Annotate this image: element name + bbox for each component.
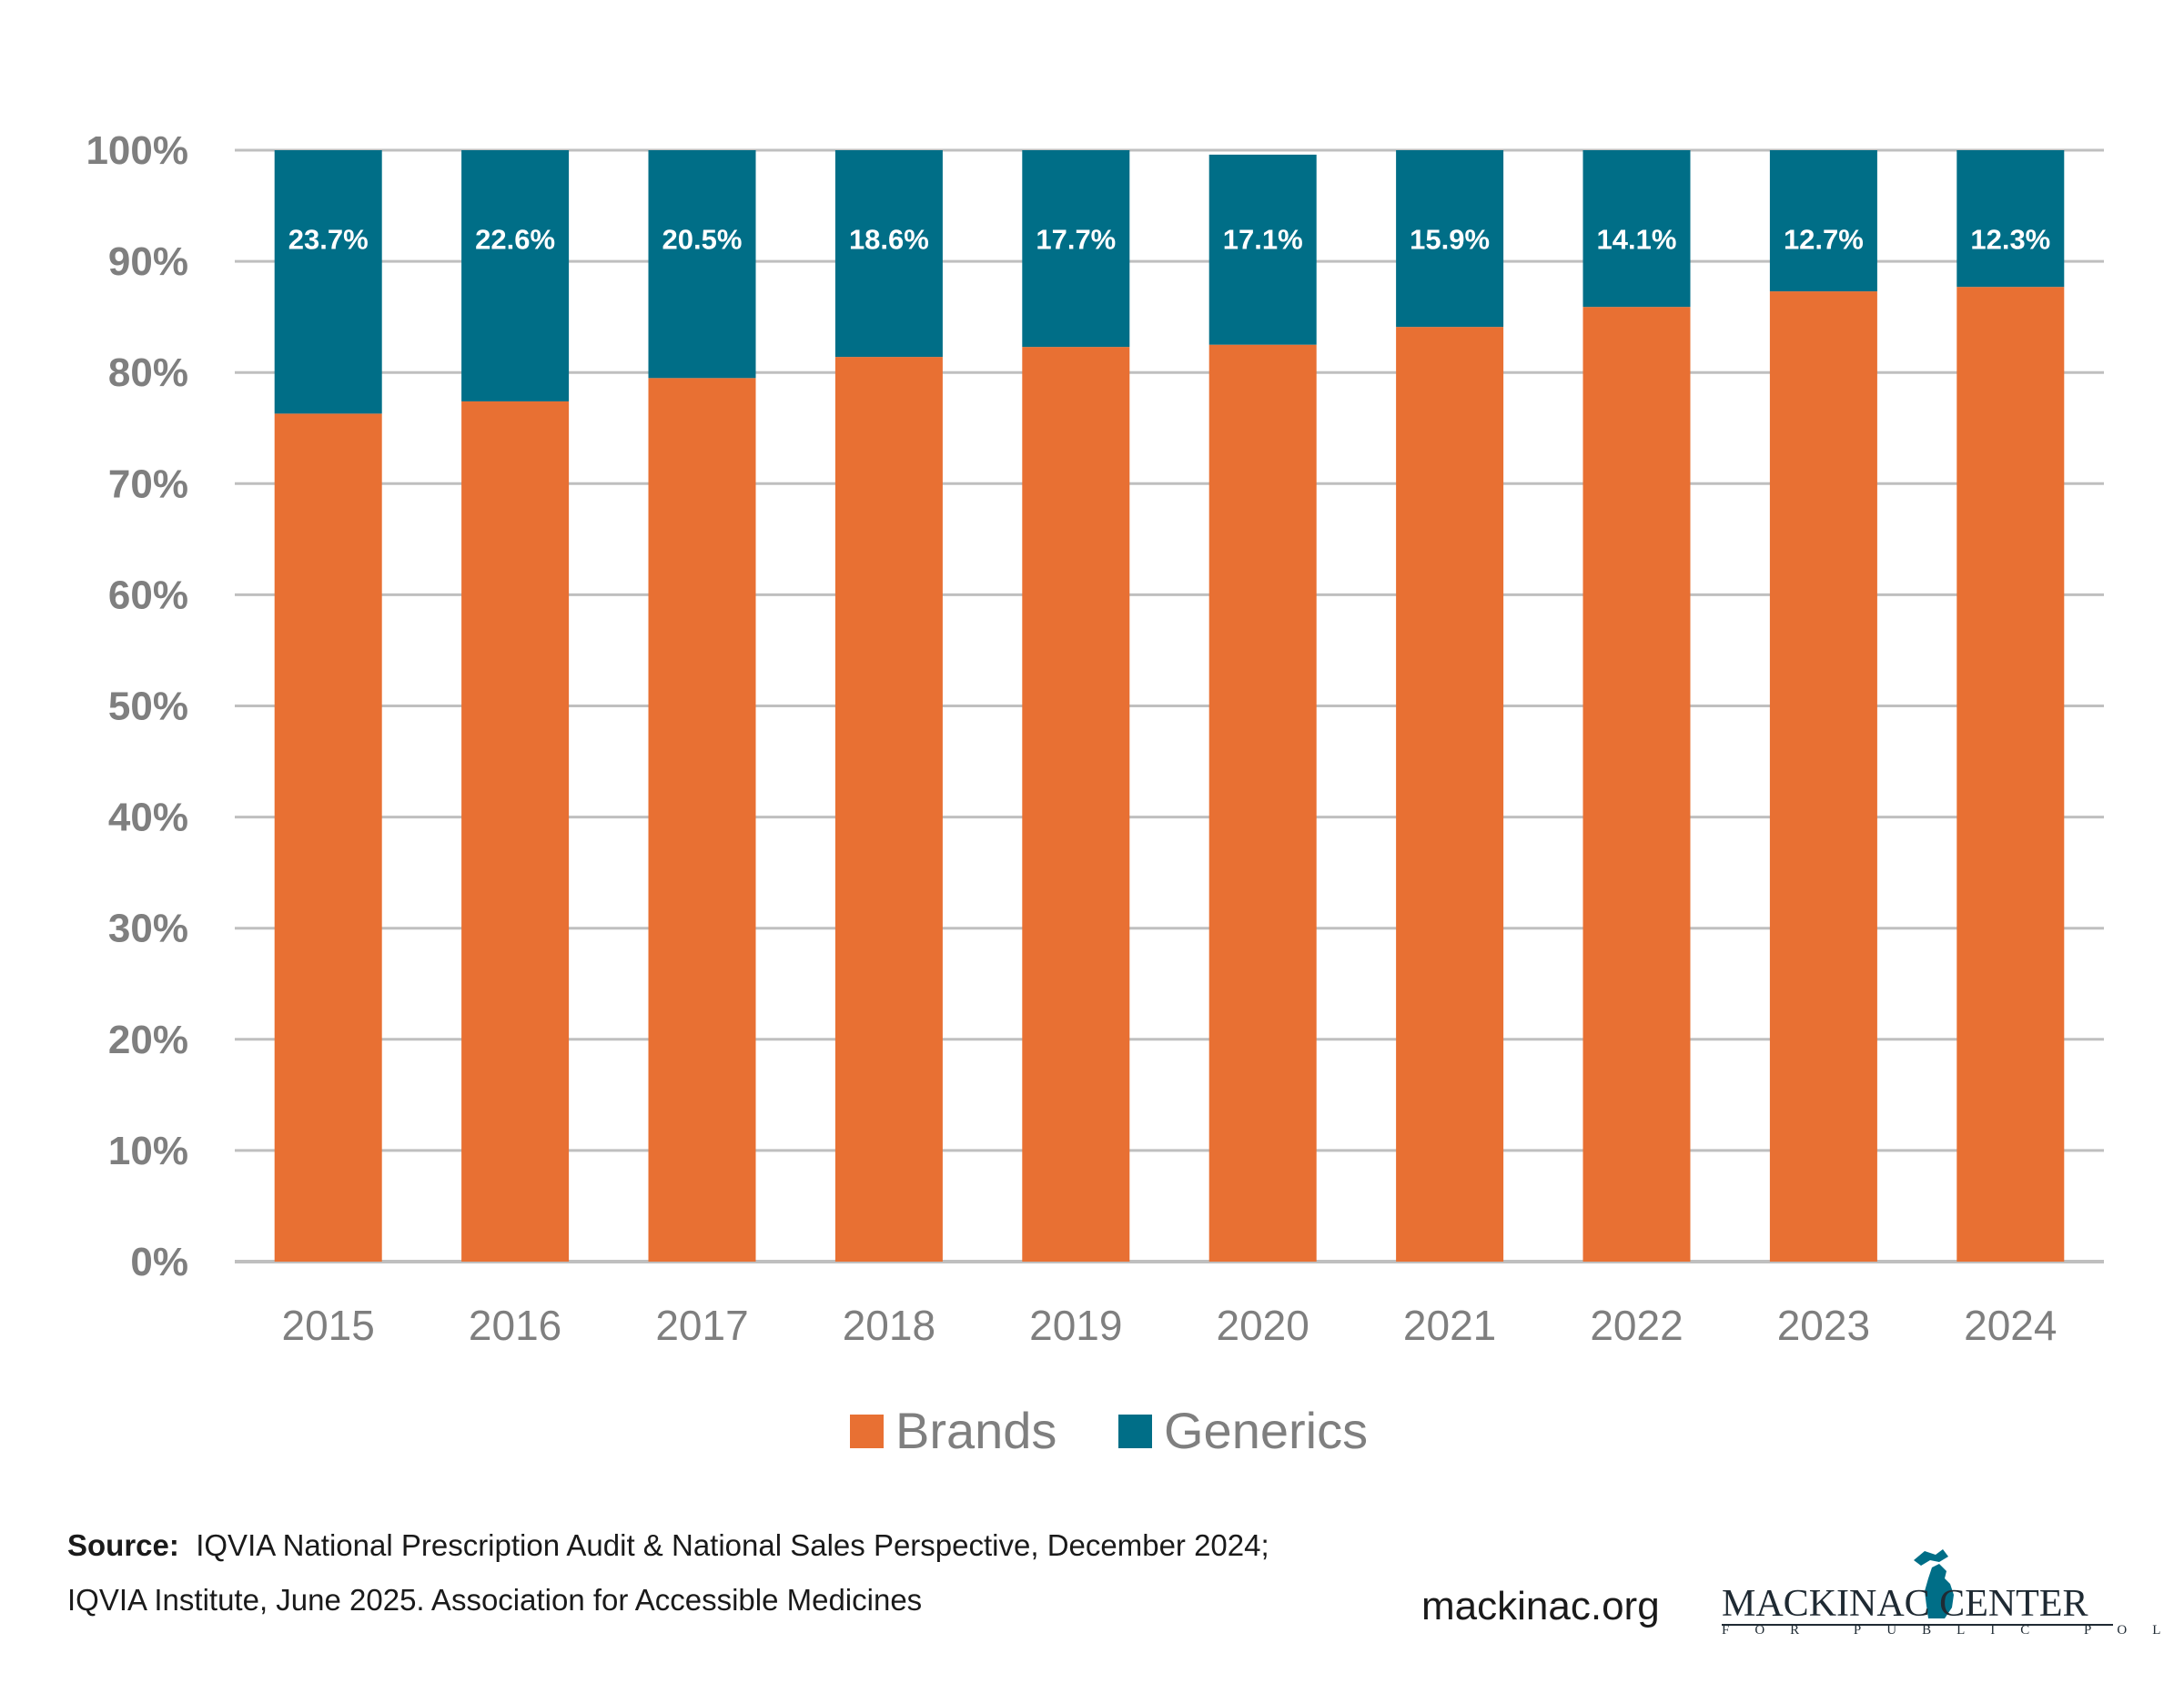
bar-brands-2015 bbox=[274, 413, 382, 1262]
x-tick-label: 2021 bbox=[1403, 1302, 1496, 1349]
data-label-generics-2017: 20.5% bbox=[662, 224, 743, 256]
michigan-map-icon bbox=[1914, 1549, 1954, 1618]
y-tick-label: 100% bbox=[86, 128, 188, 173]
x-tick-label: 2023 bbox=[1777, 1302, 1870, 1349]
bar-generics-2022 bbox=[1582, 150, 1691, 308]
y-axis-ticks: 0% 10% 20% 30% 40% 50% 60% 70% 80% 90% 100% bbox=[86, 128, 188, 1284]
website-link[interactable]: mackinac.org bbox=[1421, 1584, 1660, 1628]
bar-generics-2024 bbox=[1956, 150, 2065, 288]
bar-brands-2020 bbox=[1208, 344, 1317, 1262]
bar-brands-2019 bbox=[1022, 347, 1130, 1262]
data-label-generics-2023: 12.7% bbox=[1784, 224, 1864, 256]
bar-brands-2016 bbox=[461, 401, 570, 1262]
bar-generics-2016 bbox=[461, 150, 570, 401]
data-label-generics-2018: 18.6% bbox=[849, 224, 929, 256]
data-label-generics-2016: 22.6% bbox=[475, 224, 555, 256]
y-tick-label: 60% bbox=[108, 573, 188, 617]
logo-name: MACKINAC CENTER bbox=[1722, 1583, 2088, 1625]
bar-generics-2020 bbox=[1208, 154, 1317, 345]
bar-generics-2017 bbox=[648, 150, 756, 379]
x-axis-ticks: 2015 2016 2017 2018 2019 2020 2021 2022 2023 2024 bbox=[282, 1302, 2058, 1349]
y-tick-label: 90% bbox=[108, 239, 188, 284]
source-label: Source: bbox=[67, 1528, 179, 1562]
data-label-generics-2020: 17.1% bbox=[1223, 224, 1303, 256]
bar-generics-2021 bbox=[1396, 150, 1504, 328]
bar-generics-2023 bbox=[1769, 150, 1877, 292]
source-text: IQVIA National Prescription Audit & Nati… bbox=[67, 1528, 1269, 1617]
x-tick-label: 2022 bbox=[1590, 1302, 1683, 1349]
bar-brands-2018 bbox=[834, 357, 943, 1263]
bar-brands-2023 bbox=[1769, 291, 1877, 1262]
bar-generics-2019 bbox=[1022, 150, 1130, 348]
y-tick-label: 0% bbox=[130, 1240, 188, 1284]
logo-tagline: FOR PUBLIC POLICY bbox=[1722, 1623, 2184, 1638]
y-tick-label: 70% bbox=[108, 462, 188, 506]
bar-brands-2017 bbox=[648, 378, 756, 1262]
legend-swatch-brands bbox=[850, 1415, 884, 1448]
bar-brands-2024 bbox=[1956, 287, 2065, 1263]
bar-generics-2018 bbox=[834, 150, 943, 358]
data-label-generics-2022: 14.1% bbox=[1597, 224, 1677, 256]
bar-brands-2021 bbox=[1396, 327, 1504, 1262]
x-tick-label: 2018 bbox=[843, 1302, 935, 1349]
y-tick-label: 30% bbox=[108, 907, 188, 951]
bar-generics-2015 bbox=[274, 150, 382, 414]
y-tick-label: 80% bbox=[108, 350, 188, 395]
x-tick-label: 2017 bbox=[655, 1302, 748, 1349]
bars: 23.7% 22.6% 20.5% 18.6% 17.7% 17.1% 15.9% 14.1%… bbox=[274, 150, 2065, 1263]
source-note: Source: IQVIA National Prescription Audi… bbox=[67, 1518, 1341, 1628]
y-tick-label: 40% bbox=[108, 796, 188, 840]
x-tick-label: 2020 bbox=[1217, 1302, 1309, 1349]
y-tick-label: 10% bbox=[108, 1129, 188, 1173]
y-tick-label: 50% bbox=[108, 685, 188, 729]
x-tick-label: 2016 bbox=[469, 1302, 561, 1349]
y-tick-label: 20% bbox=[108, 1018, 188, 1062]
legend-swatch-generics bbox=[1118, 1415, 1152, 1448]
legend-label-generics: Generics bbox=[1164, 1402, 1368, 1459]
logo-rule bbox=[1722, 1624, 2113, 1626]
x-tick-label: 2024 bbox=[1964, 1302, 2057, 1349]
legend: Brands Generics bbox=[850, 1402, 1368, 1459]
data-label-generics-2024: 12.3% bbox=[1970, 224, 2050, 256]
legend-label-brands: Brands bbox=[895, 1402, 1057, 1459]
data-label-generics-2021: 15.9% bbox=[1410, 224, 1490, 256]
x-tick-label: 2015 bbox=[282, 1302, 375, 1349]
x-tick-label: 2019 bbox=[1029, 1302, 1122, 1349]
bar-brands-2022 bbox=[1582, 307, 1691, 1262]
data-label-generics-2015: 23.7% bbox=[288, 224, 369, 256]
mackinac-center-logo: MACKINAC CENTER FOR PUBLIC POLICY bbox=[1722, 1547, 2184, 1648]
data-label-generics-2019: 17.7% bbox=[1036, 224, 1116, 256]
